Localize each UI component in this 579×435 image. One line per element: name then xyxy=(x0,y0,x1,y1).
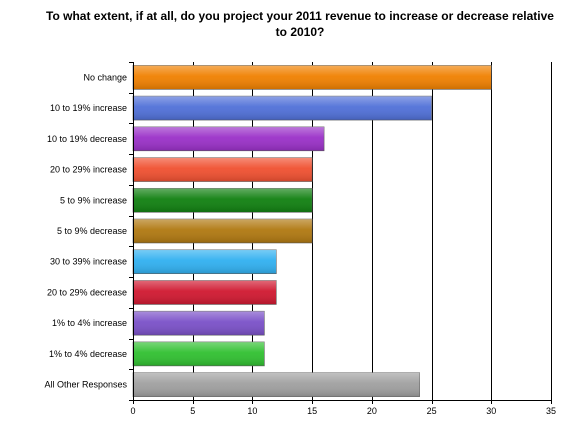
category-label: 5 to 9% decrease xyxy=(57,226,127,236)
bar-shine xyxy=(133,188,313,213)
bar xyxy=(132,157,313,182)
bar-shine xyxy=(133,219,313,243)
x-tick-label: 20 xyxy=(367,406,377,416)
bar xyxy=(132,187,313,213)
bar-shine xyxy=(133,311,265,336)
category-label: All Other Responses xyxy=(44,380,127,390)
bar-shine xyxy=(133,280,277,305)
bar xyxy=(132,95,432,121)
bar xyxy=(132,372,420,397)
x-tick-label: 25 xyxy=(427,406,437,416)
category-label: No change xyxy=(83,72,127,82)
category-label: 20 to 29% decrease xyxy=(47,287,127,297)
category-label: 1% to 4% increase xyxy=(52,318,127,328)
bar xyxy=(132,65,492,90)
category-label: 10 to 19% decrease xyxy=(47,134,127,144)
category-label: 5 to 9% increase xyxy=(60,195,127,205)
axes xyxy=(129,62,552,404)
category-label: 30 to 39% increase xyxy=(50,257,127,267)
category-labels: No change 10 to 19% increase 10 to 19% dec… xyxy=(44,72,127,389)
category-label: 1% to 4% decrease xyxy=(49,349,127,359)
bar xyxy=(132,310,265,336)
x-tick-label: 5 xyxy=(190,406,195,416)
bar xyxy=(132,280,277,305)
chart-title: To what extent, if at all, do you projec… xyxy=(46,9,554,39)
bar xyxy=(132,126,325,152)
bar-shine xyxy=(133,126,325,151)
bar-shine xyxy=(133,372,420,397)
x-tick-label: 35 xyxy=(546,406,556,416)
bar-shine xyxy=(133,341,265,366)
x-tick-labels: 0 5 10 15 20 25 30 35 xyxy=(130,406,556,416)
bar xyxy=(132,341,265,367)
x-tick-label: 10 xyxy=(247,406,257,416)
category-label: 10 to 19% increase xyxy=(50,103,127,113)
x-tick-label: 15 xyxy=(307,406,317,416)
bar-shine xyxy=(133,249,277,274)
bar-shine xyxy=(133,65,492,90)
bar xyxy=(132,249,277,275)
x-tick-label: 30 xyxy=(486,406,496,416)
bar xyxy=(132,218,313,244)
bars xyxy=(132,65,492,397)
bar-shine xyxy=(133,96,432,121)
category-label: 20 to 29% increase xyxy=(50,165,127,175)
x-tick-label: 0 xyxy=(130,406,135,416)
bar-shine xyxy=(133,157,313,182)
